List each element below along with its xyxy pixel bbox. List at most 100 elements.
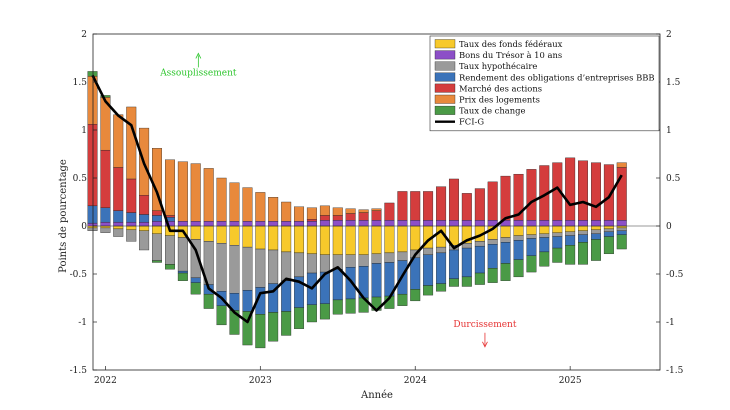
bar-fx: [294, 307, 305, 329]
y-tick-label-left: -1.5: [70, 366, 88, 376]
bar-bbb: [487, 244, 498, 269]
bar-ff: [591, 225, 601, 231]
bar-fx: [461, 276, 472, 287]
x-tick-label: 2022: [94, 376, 117, 386]
bar-t10: [332, 220, 343, 227]
bar-fx: [203, 293, 214, 309]
bar-eq: [113, 167, 124, 211]
bar-eq: [565, 157, 576, 221]
bar-t10: [591, 220, 601, 227]
bar-fx: [397, 293, 408, 306]
bar-mort: [397, 251, 408, 261]
bar-eq: [345, 213, 356, 221]
bar-ff: [552, 225, 563, 233]
bar-fx: [603, 236, 614, 255]
bar-bbb: [565, 235, 576, 246]
bar-eq: [487, 181, 498, 221]
bar-mort: [591, 229, 601, 234]
y-tick-label-left: -1: [78, 318, 87, 328]
bar-ff: [371, 225, 382, 255]
bar-eq: [306, 219, 317, 222]
bar-mort: [306, 253, 317, 274]
bar-t10: [384, 220, 395, 227]
bar-mort: [319, 254, 330, 273]
bar-mort: [268, 249, 279, 284]
bar-fx: [539, 251, 550, 267]
bar-fx: [152, 260, 162, 263]
bar-mort: [603, 228, 614, 232]
bar-ff: [152, 225, 162, 234]
bar-fx: [229, 310, 240, 335]
bar-fx: [500, 263, 511, 281]
bar-bbb: [603, 231, 614, 237]
bar-t10: [190, 221, 201, 227]
bar-bbb: [177, 270, 188, 274]
bar-ff: [384, 225, 395, 254]
bar-t10: [87, 222, 98, 227]
bar-eq: [500, 175, 511, 221]
bar-ff: [113, 225, 124, 230]
bar-bbb: [578, 234, 588, 243]
bar-mort: [500, 237, 511, 243]
y-tick-label-right: 0.5: [666, 174, 681, 184]
legend-label: Taux des fonds fédéraux: [459, 39, 563, 49]
bar-fx: [591, 239, 601, 261]
bar-ff: [397, 225, 408, 253]
bar-mort: [87, 227, 98, 231]
bar-t10: [552, 220, 563, 227]
bar-mort: [242, 246, 253, 291]
bar-bbb: [526, 238, 537, 256]
bar-bbb: [100, 207, 111, 223]
bar-bbb: [152, 215, 162, 222]
bar-t10: [539, 220, 550, 227]
bar-hp: [203, 168, 214, 222]
bar-eq: [152, 210, 162, 216]
bar-hp: [358, 209, 369, 213]
bar-t10: [513, 220, 524, 227]
bar-eq: [384, 202, 395, 221]
bar-fx: [552, 247, 563, 263]
bar-mort: [126, 229, 137, 242]
bar-ff: [306, 225, 317, 255]
annotation-tightening: Durcissement: [453, 320, 517, 348]
bar-eq: [358, 212, 369, 221]
bar-t10: [423, 220, 434, 227]
bar-t10: [436, 220, 447, 227]
stacked-bars: [87, 71, 627, 349]
bar-ff: [139, 225, 150, 231]
fci-g-series-line: [91, 74, 623, 324]
bar-bbb: [281, 280, 292, 312]
bar-eq: [100, 149, 111, 208]
bar-t10: [461, 220, 472, 227]
fci-g-line: [91, 74, 623, 324]
bar-mort: [229, 245, 240, 294]
bar-bbb: [332, 269, 343, 301]
legend-box: [429, 35, 660, 132]
bar-eq: [371, 210, 382, 221]
bar-t10: [345, 220, 356, 227]
legend-swatch: [434, 105, 456, 115]
bar-mort: [423, 247, 434, 255]
y-axis-label: Points de pourcentage: [58, 159, 69, 273]
bar-ff: [565, 225, 576, 232]
annotations: Assouplissement Durcissement: [159, 52, 517, 348]
arrow-head-icon: [482, 341, 488, 348]
bar-t10: [578, 220, 588, 227]
legend-swatch: [434, 61, 456, 71]
bar-hp: [294, 206, 305, 222]
bar-hp: [190, 163, 201, 222]
bar-bbb: [242, 290, 253, 312]
bar-mort: [345, 254, 356, 268]
bar-eq: [461, 193, 472, 221]
bar-mort: [216, 243, 227, 292]
bar-t10: [100, 221, 111, 227]
bar-t10: [177, 221, 188, 227]
legend-label: FCI-G: [459, 117, 484, 127]
bar-fx: [177, 272, 188, 281]
bar-t10: [255, 221, 266, 227]
bar-fx: [100, 95, 111, 98]
bar-eq: [513, 173, 524, 221]
y-tick-label-right: -1: [666, 318, 675, 328]
bar-ff: [513, 225, 524, 236]
